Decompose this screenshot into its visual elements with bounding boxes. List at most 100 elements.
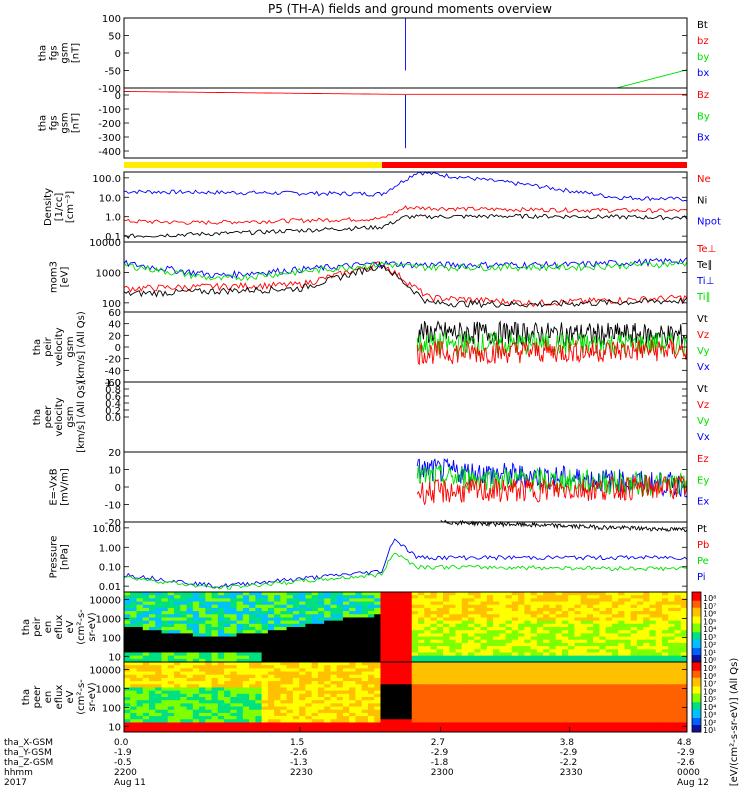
heatmap-cell bbox=[543, 725, 550, 730]
heatmap-cell bbox=[317, 716, 325, 720]
heatmap-cell bbox=[336, 592, 344, 596]
colorbar-cell bbox=[692, 614, 701, 617]
heatmap-cell bbox=[355, 693, 363, 698]
heatmap-cell bbox=[349, 716, 356, 720]
heatmap-cell bbox=[167, 697, 175, 701]
heatmap-cell bbox=[549, 662, 557, 666]
heatmap-cell bbox=[274, 652, 281, 657]
heatmap-cell bbox=[624, 687, 632, 692]
heatmap-cell bbox=[636, 617, 644, 622]
heatmap-cell bbox=[680, 722, 688, 727]
heatmap-cell bbox=[549, 607, 557, 612]
heatmap-cell bbox=[636, 716, 644, 720]
heatmap-cell bbox=[574, 595, 582, 599]
heatmap-cell bbox=[524, 627, 532, 631]
heatmap-cell bbox=[561, 700, 569, 704]
heatmap-cell bbox=[211, 709, 219, 714]
heatmap-cell bbox=[411, 700, 419, 704]
heatmap-cell bbox=[324, 716, 331, 720]
heatmap-cell bbox=[530, 693, 538, 698]
heatmap-cell bbox=[136, 649, 144, 653]
heatmap-cell bbox=[211, 652, 219, 657]
heatmap-cell bbox=[499, 636, 507, 641]
heatmap-cell bbox=[317, 633, 325, 638]
heatmap-cell bbox=[461, 725, 469, 730]
heatmap-cell bbox=[643, 604, 650, 609]
heatmap-cell bbox=[324, 614, 331, 618]
heatmap-cell bbox=[236, 722, 244, 727]
heatmap-cell bbox=[443, 703, 450, 708]
heatmap-cell bbox=[430, 646, 438, 650]
heatmap-cell bbox=[611, 681, 619, 685]
heatmap-cell bbox=[330, 658, 338, 663]
heatmap-cell bbox=[130, 677, 138, 682]
heatmap-cell bbox=[511, 728, 519, 733]
heatmap-cell bbox=[130, 706, 138, 711]
heatmap-cell bbox=[636, 655, 644, 660]
heatmap-cell bbox=[230, 592, 238, 596]
heatmap-cell bbox=[205, 665, 213, 669]
heatmap-cell bbox=[493, 604, 500, 609]
heatmap-cell bbox=[380, 623, 388, 628]
heatmap-cell bbox=[367, 642, 375, 647]
heatmap-cell bbox=[349, 681, 356, 685]
colorbar-cell bbox=[692, 621, 701, 624]
heatmap-cell bbox=[443, 604, 450, 609]
heatmap-cell bbox=[136, 633, 144, 638]
heatmap-cell bbox=[292, 636, 300, 641]
heatmap-cell bbox=[480, 636, 488, 641]
heatmap-cell bbox=[255, 690, 263, 695]
heatmap-cell bbox=[286, 658, 294, 663]
heatmap-cell bbox=[261, 728, 269, 733]
heatmap-cell bbox=[655, 623, 663, 628]
y-axis-label: gsm bbox=[60, 112, 71, 133]
heatmap-cell bbox=[280, 716, 288, 720]
heatmap-cell bbox=[499, 649, 507, 653]
heatmap-cell bbox=[342, 687, 350, 692]
heatmap-cell bbox=[618, 607, 625, 612]
heatmap-cell bbox=[367, 662, 375, 666]
heatmap-cell bbox=[636, 712, 644, 717]
heatmap-cell bbox=[199, 614, 206, 618]
heatmap-cell bbox=[342, 719, 350, 723]
heatmap-cell bbox=[355, 681, 363, 685]
heatmap-cell bbox=[224, 598, 231, 603]
heatmap-cell bbox=[230, 665, 238, 669]
heatmap-cell bbox=[249, 620, 256, 625]
heatmap-cell bbox=[574, 636, 582, 641]
heatmap-cell bbox=[230, 697, 238, 701]
heatmap-cell bbox=[674, 598, 682, 603]
heatmap-cell bbox=[292, 728, 300, 733]
heatmap-cell bbox=[618, 700, 625, 704]
heatmap-cell bbox=[455, 633, 463, 638]
heatmap-cell bbox=[349, 592, 356, 596]
heatmap-cell bbox=[192, 655, 200, 660]
heatmap-cell bbox=[624, 649, 632, 653]
heatmap-cell bbox=[455, 601, 463, 606]
heatmap-cell bbox=[511, 649, 519, 653]
heatmap-cell bbox=[674, 652, 682, 657]
heatmap-cell bbox=[199, 633, 206, 638]
heatmap-cell bbox=[355, 646, 363, 650]
heatmap-cell bbox=[311, 655, 319, 660]
heatmap-cell bbox=[180, 706, 188, 711]
heatmap-cell bbox=[355, 636, 363, 641]
heatmap-cell bbox=[649, 601, 657, 606]
heatmap-cell bbox=[274, 668, 281, 673]
heatmap-cell bbox=[630, 614, 638, 618]
heatmap-cell bbox=[411, 716, 419, 720]
heatmap-cell bbox=[605, 627, 613, 631]
heatmap-cell bbox=[242, 617, 250, 622]
heatmap-cell bbox=[242, 668, 250, 673]
heatmap-cell bbox=[274, 697, 281, 701]
heatmap-cell bbox=[324, 592, 331, 596]
heatmap-cell bbox=[486, 719, 494, 723]
heatmap-cell bbox=[386, 646, 394, 650]
heatmap-cell bbox=[580, 623, 588, 628]
heatmap-cell bbox=[374, 728, 381, 733]
heatmap-cell bbox=[342, 598, 350, 603]
heatmap-cell bbox=[199, 674, 206, 679]
legend-entry: Ne bbox=[697, 174, 711, 185]
heatmap-cell bbox=[174, 592, 181, 596]
heatmap-cell bbox=[267, 674, 275, 679]
